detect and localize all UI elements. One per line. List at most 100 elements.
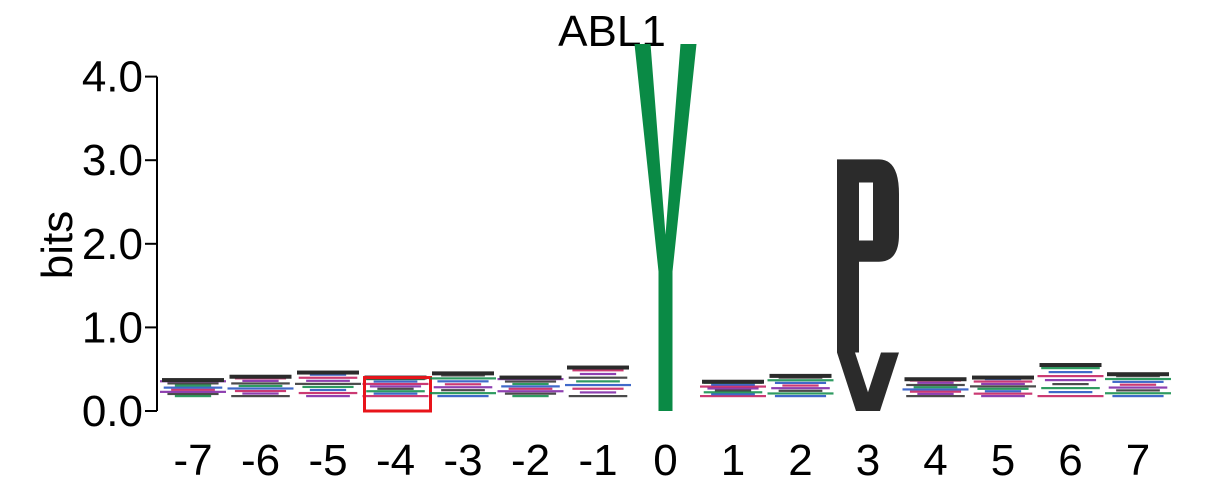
residue-band: [242, 392, 279, 395]
residue-band: [504, 392, 557, 395]
stack--7: [160, 378, 226, 398]
residue-band: [238, 384, 283, 388]
residue-band: [1107, 372, 1169, 377]
residue-band: [1105, 377, 1171, 381]
residue-band: [362, 382, 429, 386]
stack-7: [1105, 372, 1171, 398]
y-tick-label: 1.0: [82, 303, 143, 352]
residue-band: [565, 383, 631, 387]
residue-band: [767, 379, 834, 382]
x-tick-label: 0: [653, 436, 677, 485]
residue-band: [242, 379, 279, 382]
residue-band: [430, 392, 496, 395]
stack--5: [295, 370, 361, 398]
x-tick-label: -3: [443, 436, 482, 485]
residue-band: [508, 387, 553, 390]
residue-band: [702, 379, 764, 384]
residue-band: [778, 389, 823, 392]
residue-band: [904, 377, 967, 382]
x-tick-label: -1: [578, 436, 617, 485]
logo-letter-P: [837, 159, 899, 353]
residue-band: [774, 395, 827, 398]
residue-band: [160, 390, 226, 393]
residue-band: [174, 384, 212, 387]
residue-band: [579, 391, 617, 394]
y-axis-label: bits: [33, 211, 82, 279]
residue-band: [444, 383, 482, 386]
residue-band: [906, 383, 965, 387]
x-tick-label: -5: [308, 436, 347, 485]
residue-band: [306, 379, 350, 382]
residue-band: [499, 375, 562, 380]
residue-band: [309, 388, 347, 392]
residue-band: [437, 395, 489, 398]
residue-band: [973, 380, 1033, 383]
residue-band: [572, 369, 624, 372]
stack--6: [227, 374, 294, 398]
stack-6: [1037, 363, 1104, 398]
x-tick-label: 4: [923, 436, 947, 485]
residue-band: [977, 387, 1029, 390]
x-tick-label: -6: [241, 436, 280, 485]
residue-band: [1041, 367, 1100, 370]
y-axis: 0.0 1.0 2.0 3.0 4.0: [82, 53, 158, 436]
residue-band: [162, 378, 224, 383]
y-tick-label: 4.0: [82, 53, 143, 102]
residue-band: [1041, 387, 1100, 390]
residue-band: [917, 381, 954, 384]
logo-stacks: [160, 43, 1171, 413]
residue-band: [234, 389, 287, 393]
residue-band: [782, 384, 819, 387]
residue-band: [973, 392, 1033, 395]
residue-band: [306, 395, 350, 398]
residue-band: [298, 391, 358, 395]
residue-band: [906, 395, 965, 398]
residue-band: [377, 387, 414, 390]
residue-band: [1048, 391, 1093, 394]
residue-band: [1044, 379, 1097, 382]
residue-band: [1037, 375, 1104, 378]
stack-2: [767, 373, 834, 398]
residue-band: [231, 382, 290, 385]
residue-band: [771, 387, 830, 390]
x-tick-label: -2: [511, 436, 550, 485]
x-axis-ticks: -7 -6 -5 -4 -3 -2 -1 0 1 2 3 4 5 6 7: [173, 436, 1150, 485]
residue-band: [568, 395, 628, 398]
residue-band: [167, 382, 219, 385]
x-tick-label: 5: [991, 436, 1015, 485]
residue-band: [302, 385, 354, 389]
residue-band: [981, 382, 1025, 386]
y-tick-label: 2.0: [82, 220, 143, 269]
residue-band: [171, 388, 215, 391]
residue-band: [767, 392, 834, 395]
residue-band: [501, 385, 560, 388]
residue-band: [512, 395, 549, 398]
residue-band: [504, 380, 557, 383]
residue-band: [707, 387, 759, 390]
residue-band: [714, 389, 752, 392]
stack--3: [430, 371, 496, 398]
residue-band: [970, 385, 1036, 388]
residue-band: [231, 395, 290, 398]
residue-band: [167, 392, 219, 396]
residue-band: [703, 391, 763, 394]
x-tick-label: 1: [721, 436, 745, 485]
stack-5: [970, 375, 1036, 398]
residue-band: [229, 374, 292, 379]
residue-band: [1112, 380, 1164, 383]
residue-band: [972, 375, 1034, 380]
residue-band: [373, 392, 418, 395]
residue-band: [373, 380, 418, 383]
residue-band: [769, 373, 832, 378]
residue-band: [774, 381, 827, 385]
residue-band: [700, 385, 766, 388]
residue-band: [1052, 383, 1089, 386]
stack-1: [700, 379, 766, 398]
residue-band: [568, 376, 628, 379]
stack--1: [565, 365, 631, 398]
logo-letter-Y: [634, 43, 697, 411]
residue-band: [572, 387, 624, 390]
residue-band: [227, 387, 294, 390]
